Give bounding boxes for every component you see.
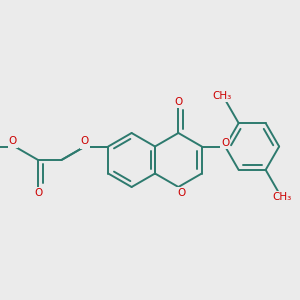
Text: O: O [81,136,89,146]
Text: O: O [174,97,182,107]
Text: CH₃: CH₃ [272,192,292,202]
Text: O: O [177,188,185,198]
Text: O: O [9,136,17,146]
Text: O: O [81,137,89,148]
Text: CH₃: CH₃ [212,91,232,101]
Text: O: O [34,188,42,198]
Text: O: O [221,137,229,148]
